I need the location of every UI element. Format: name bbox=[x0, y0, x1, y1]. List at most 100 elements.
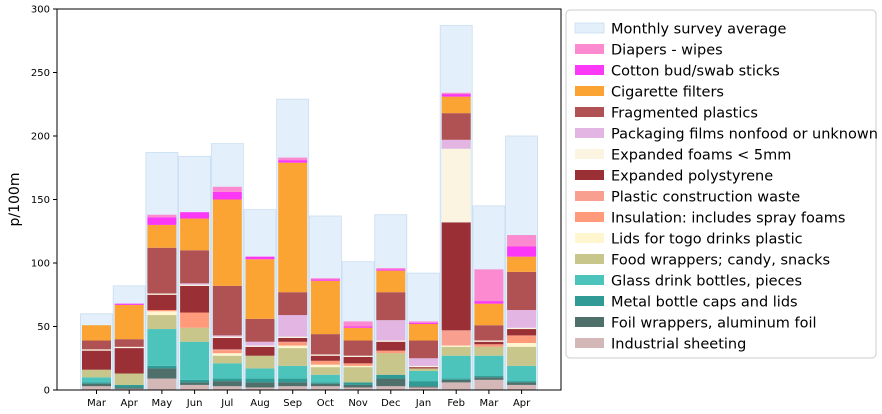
x-tick-label: Feb bbox=[447, 398, 465, 409]
stacked-bar-segment bbox=[212, 350, 242, 354]
stacked-bar-segment bbox=[278, 343, 308, 346]
stacked-bar-segment bbox=[212, 285, 242, 336]
stacked-bar-segment bbox=[409, 386, 438, 388]
stacked-bar-segment bbox=[409, 387, 438, 390]
stacked-bar-segment bbox=[278, 341, 308, 344]
stacked-bar-segment bbox=[114, 387, 144, 389]
stacked-bar-segment bbox=[507, 271, 537, 310]
stacked-bar-segment bbox=[441, 222, 471, 331]
stacked-bar-segment bbox=[310, 360, 340, 365]
stacked-bar-segment bbox=[114, 348, 144, 374]
stacked-bar-segment bbox=[114, 384, 144, 388]
stacked-bar-segment bbox=[310, 383, 340, 387]
stacked-bar-segment bbox=[114, 339, 144, 347]
legend-label: Food wrappers; candy, snacks bbox=[611, 253, 830, 269]
stacked-bar-segment bbox=[376, 269, 406, 271]
stacked-bar-segment bbox=[507, 329, 537, 336]
stacked-bar-segment bbox=[409, 321, 438, 323]
stacked-bar-segment bbox=[441, 148, 471, 223]
stacked-bar-segment bbox=[278, 336, 308, 338]
legend-label: Metal bottle caps and lids bbox=[611, 295, 798, 311]
legend-label: Diapers - wipes bbox=[611, 43, 723, 59]
stacked-bar-segment bbox=[343, 363, 373, 366]
legend-swatch bbox=[575, 254, 604, 264]
stacked-bar-segment bbox=[147, 365, 177, 369]
stacked-bar-segment bbox=[245, 318, 275, 342]
x-tick-label: Mar bbox=[479, 398, 499, 409]
x-tick-label: Oct bbox=[317, 398, 334, 409]
stacked-bar-segment bbox=[82, 340, 111, 350]
stacked-bar-segment bbox=[278, 315, 308, 337]
stacked-bar-segment bbox=[147, 294, 177, 310]
stacked-bar-segment bbox=[507, 335, 537, 344]
stacked-bar-segment bbox=[278, 162, 308, 293]
legend-box bbox=[565, 9, 877, 359]
stacked-bar-segment bbox=[147, 224, 177, 248]
stacked-bar-segment bbox=[245, 378, 275, 383]
stacked-bar-segment bbox=[180, 250, 210, 284]
stacked-bar-segment bbox=[474, 269, 504, 302]
x-tick-label: May bbox=[152, 398, 173, 409]
y-tick-label: 0 bbox=[44, 386, 50, 397]
stacked-bar-segment bbox=[245, 368, 275, 379]
stacked-bar-segment bbox=[212, 191, 242, 200]
stacked-bar-segment bbox=[147, 368, 177, 379]
x-tick-label: Jun bbox=[186, 398, 203, 409]
stacked-bar-segment bbox=[147, 378, 177, 390]
stacked-bar-segment bbox=[441, 355, 471, 379]
legend-swatch bbox=[575, 191, 604, 201]
stacked-bar-segment bbox=[507, 346, 537, 366]
legend-swatch bbox=[575, 296, 604, 306]
stacked-bar-segment bbox=[507, 381, 537, 383]
x-tick-label: Jul bbox=[220, 398, 233, 409]
stacked-bar-segment bbox=[409, 368, 438, 371]
stacked-bar-segment bbox=[245, 387, 275, 390]
y-tick-label: 100 bbox=[31, 259, 50, 270]
legend-label: Industrial sheeting bbox=[611, 337, 746, 353]
x-tick-label: Apr bbox=[513, 398, 531, 409]
stacked-bar-segment bbox=[474, 325, 504, 341]
stacked-bar-segment bbox=[180, 212, 210, 219]
legend-swatch bbox=[575, 65, 604, 75]
stacked-bar-segment bbox=[409, 370, 438, 382]
stacked-bar-segment bbox=[212, 386, 242, 390]
stacked-bar-segment bbox=[180, 218, 210, 251]
stacked-bar-segment bbox=[180, 382, 210, 385]
stacked-bar-segment bbox=[212, 363, 242, 379]
stacked-bar-segment bbox=[278, 382, 308, 387]
x-tick-label: Apr bbox=[121, 398, 139, 409]
stacked-bar-segment bbox=[376, 374, 406, 379]
stacked-bar-segment bbox=[278, 157, 308, 161]
stacked-bar-segment bbox=[343, 382, 373, 385]
stacked-bar-segment bbox=[474, 376, 504, 378]
stacked-bar-segment bbox=[147, 311, 177, 316]
stacked-bar-segment bbox=[147, 214, 177, 218]
stacked-bar-segment bbox=[310, 354, 340, 356]
stacked-bar-segment bbox=[376, 350, 406, 354]
stacked-bar-segment bbox=[180, 341, 210, 380]
stacked-bar-segment bbox=[310, 382, 340, 384]
stacked-bar-segment bbox=[343, 326, 373, 328]
stacked-bar-segment bbox=[82, 369, 111, 378]
stacked-bar-segment bbox=[245, 256, 275, 260]
stacked-bar-segment bbox=[409, 323, 438, 341]
legend-swatch bbox=[575, 233, 604, 243]
stacked-bar-segment bbox=[376, 353, 406, 375]
stacked-bar-segment bbox=[278, 386, 308, 390]
stacked-bar-segment bbox=[343, 327, 373, 341]
stacked-bar-segment bbox=[376, 341, 406, 351]
stacked-bar-segment bbox=[82, 325, 111, 341]
stacked-bar-segment bbox=[343, 365, 373, 368]
x-tick-label: Aug bbox=[250, 398, 270, 409]
stacked-bar-segment bbox=[441, 96, 471, 114]
stacked-bar-segment bbox=[278, 378, 308, 383]
stacked-bar-segment bbox=[114, 388, 144, 390]
stacked-bar-segment bbox=[147, 309, 177, 312]
legend-swatch bbox=[575, 107, 604, 117]
stacked-bar-segment bbox=[114, 346, 144, 349]
stacked-bar-segment bbox=[441, 382, 471, 390]
stacked-bar-segment bbox=[245, 382, 275, 388]
stacked-bar-segment bbox=[343, 340, 373, 356]
legend-swatch bbox=[575, 149, 604, 159]
stacked-bar-segment bbox=[441, 113, 471, 140]
